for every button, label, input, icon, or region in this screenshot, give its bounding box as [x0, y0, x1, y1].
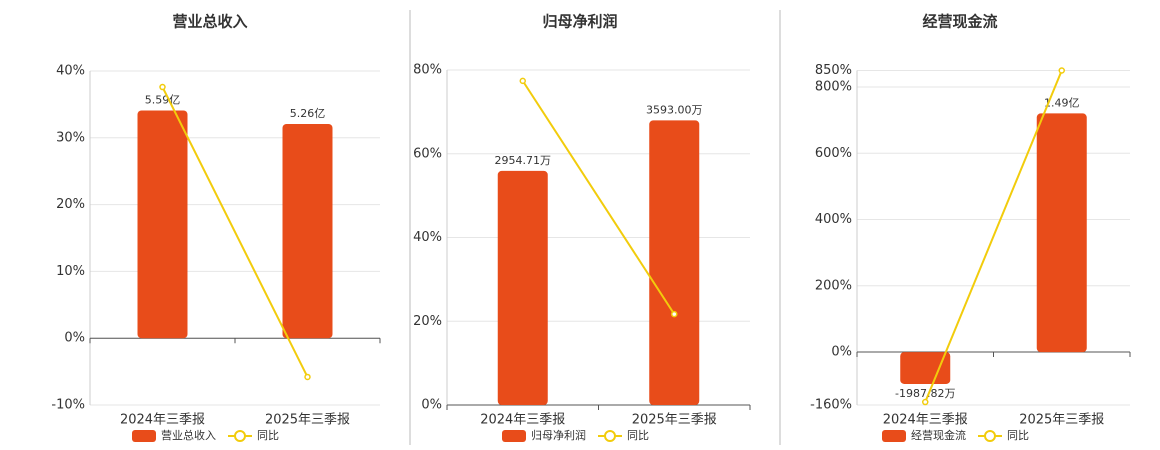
y-tick-label: 20% — [413, 314, 442, 329]
line — [521, 80, 676, 315]
bar — [137, 110, 188, 339]
y-tick-label: 30% — [56, 130, 85, 145]
legend-swatch — [502, 430, 526, 442]
y-tick-label: 0% — [831, 345, 852, 360]
line-point — [922, 398, 929, 406]
legend-swatch — [984, 430, 996, 442]
x-tick-label: 2024年三季报 — [120, 413, 205, 428]
line-point — [1058, 67, 1065, 74]
chart-title: 经营现金流 — [922, 13, 997, 31]
legend-label: 同比 — [627, 429, 649, 442]
legend-label: 同比 — [257, 429, 279, 442]
line-point — [519, 77, 526, 85]
x-tick-label: 2024年三季报 — [480, 413, 565, 428]
legend-label: 归母净利润 — [531, 428, 586, 442]
line — [161, 86, 309, 378]
line-point — [671, 310, 678, 318]
y-tick-label: 0% — [64, 331, 85, 346]
legend-label: 经营现金流 — [911, 428, 966, 442]
y-tick-label: 0% — [421, 398, 442, 413]
y-tick-label: 200% — [815, 278, 852, 293]
y-tick-label: -160% — [810, 398, 852, 413]
y-tick-label: 80% — [413, 63, 442, 78]
x-tick-label: 2025年三季报 — [632, 413, 717, 428]
data-label: 3593.00万 — [646, 103, 703, 116]
y-tick-label: 40% — [56, 64, 85, 79]
data-label: -1987.82万 — [895, 387, 955, 400]
x-tick-label: 2025年三季报 — [1019, 413, 1104, 428]
bar — [497, 170, 548, 405]
bar — [1036, 113, 1087, 353]
line-point — [304, 373, 311, 381]
data-label: 2954.71万 — [495, 154, 552, 167]
legend-swatch — [132, 430, 156, 442]
legend-label: 同比 — [1007, 429, 1029, 442]
y-tick-label: 60% — [413, 146, 442, 161]
y-tick-label: 850% — [815, 63, 852, 78]
data-label: 1.49亿 — [1044, 96, 1080, 109]
line-point — [159, 83, 166, 91]
y-tick-label: 800% — [815, 80, 852, 95]
bar — [900, 352, 951, 384]
legend-swatch — [604, 430, 616, 442]
chart-title: 营业总收入 — [172, 13, 247, 31]
y-tick-label: 40% — [413, 230, 442, 245]
x-tick-label: 2024年三季报 — [883, 413, 968, 428]
y-tick-label: 20% — [56, 197, 85, 212]
x-tick-label: 2025年三季报 — [265, 413, 350, 428]
y-tick-label: 400% — [815, 212, 852, 227]
y-tick-label: 10% — [56, 264, 85, 279]
chart-title: 归母净利润 — [542, 13, 617, 31]
data-label: 5.59亿 — [145, 94, 181, 107]
y-tick-label: -10% — [51, 398, 85, 413]
line — [924, 70, 1063, 403]
legend-label: 营业总收入 — [161, 428, 216, 442]
y-tick-label: 600% — [815, 146, 852, 161]
data-label: 5.26亿 — [290, 107, 326, 120]
bar — [649, 120, 700, 405]
legend-swatch — [882, 430, 906, 442]
bar — [282, 123, 333, 339]
legend-swatch — [234, 430, 246, 442]
